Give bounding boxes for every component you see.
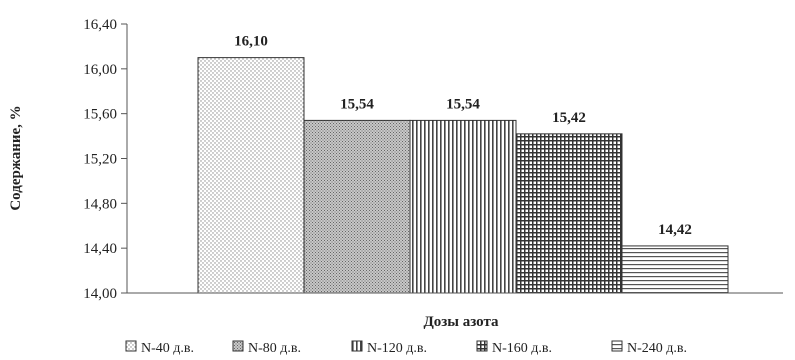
legend-label-2: N-80 д.в.: [248, 341, 301, 356]
legend-swatch-5: [611, 340, 623, 352]
y-axis-title: Содержание, %: [8, 105, 24, 210]
y-tick-label: 14,00: [83, 286, 117, 302]
bar-2: [303, 119, 411, 294]
y-tick-label: 16,40: [83, 17, 117, 33]
data-label-3: 15,54: [446, 96, 480, 112]
legend-label-1: N-40 д.в.: [141, 341, 194, 356]
y-tick-label: 14,80: [83, 196, 117, 212]
legend-swatch-2: [232, 340, 244, 352]
y-tick-label: 16,00: [83, 62, 117, 78]
y-tick-label: 15,60: [83, 107, 117, 123]
data-label-4: 15,42: [552, 110, 586, 126]
y-tick-label: 15,20: [83, 152, 117, 168]
y-tick-label: 14,40: [83, 241, 117, 257]
data-label-1: 16,10: [234, 34, 268, 50]
legend-swatch-1: [125, 340, 137, 352]
y-axis-ticks: 14,00 14,40 14,80 15,20 15,60 16,00 16,40: [83, 17, 127, 302]
bar-1: [197, 57, 305, 294]
legend-label-4: N-160 д.в.: [492, 341, 552, 356]
bar-4: [515, 133, 623, 294]
bar-5: [621, 245, 729, 294]
data-label-2: 15,54: [340, 96, 374, 112]
data-label-5: 14,42: [658, 222, 692, 238]
data-labels: 16,10 15,54 15,54 15,42 14,42: [234, 34, 692, 238]
bar-3: [409, 119, 517, 294]
legend: N-40 д.в. N-80 д.в. N-120 д.в. N-160 д.в. N-…: [125, 340, 687, 356]
legend-swatch-3: [351, 340, 363, 352]
legend-swatch-4: [476, 340, 488, 352]
legend-label-3: N-120 д.в.: [367, 341, 427, 356]
legend-label-5: N-240 д.в.: [627, 341, 687, 356]
bars: [197, 57, 729, 294]
x-axis-title: Дозы азота: [423, 314, 499, 330]
